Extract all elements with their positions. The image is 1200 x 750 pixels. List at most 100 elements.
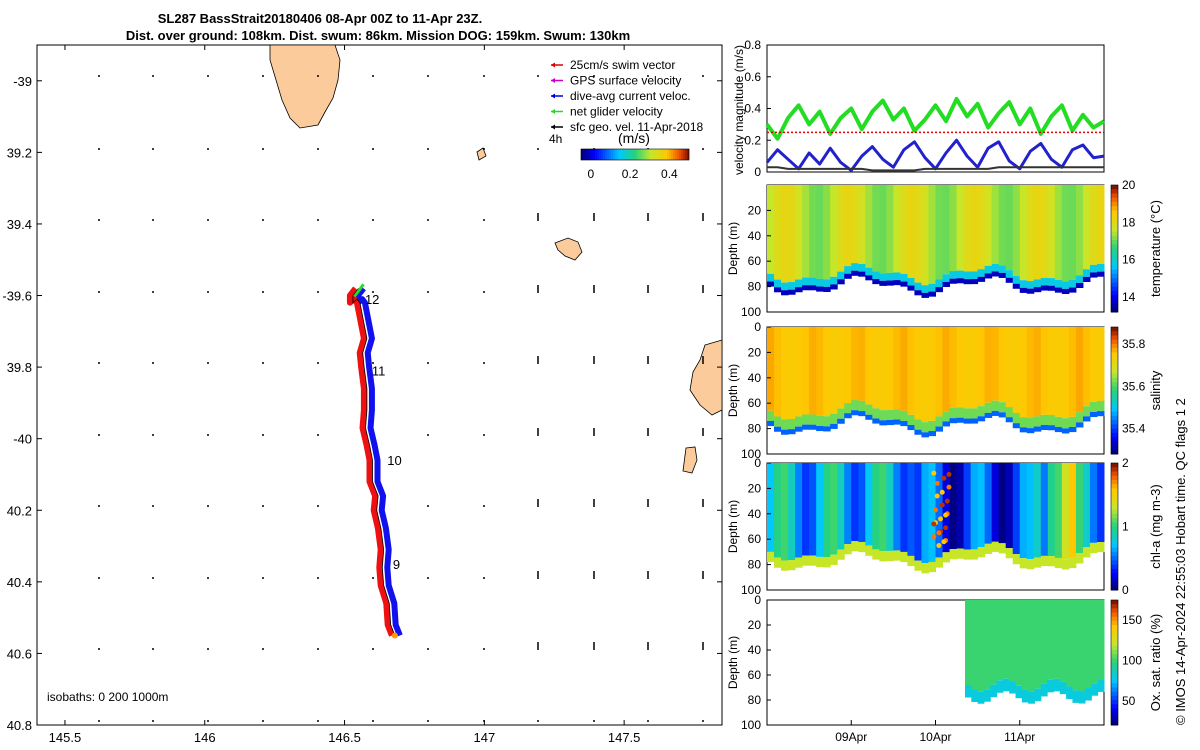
temperature-cell [1026, 288, 1035, 294]
colorbar-cell [647, 149, 650, 160]
colorbar-cell [653, 149, 656, 160]
salinity-cell [1068, 327, 1077, 417]
salinity-cell [767, 410, 775, 421]
salinity-cell [1040, 424, 1049, 431]
salinity-cell [809, 414, 817, 425]
colorbar-cell [1111, 543, 1118, 549]
chla-cell [893, 550, 901, 561]
colorbar-cell [641, 149, 644, 160]
velocity-y-tick-label: 0 [754, 165, 761, 179]
legend-label: sfc geo. vel. 11-Apr-2018 [570, 120, 704, 134]
salinity-cell [788, 327, 796, 419]
salinity-cell [1026, 417, 1035, 429]
oxygen-cell [1072, 600, 1080, 691]
oxygen-cell [1002, 600, 1010, 679]
chla-cell [872, 463, 880, 550]
depth-tick-label: 80 [748, 693, 762, 707]
colorbar-cell [1111, 231, 1118, 237]
temperature-cell [921, 285, 929, 293]
salinity-cell [935, 327, 944, 417]
temperature-cell [837, 279, 845, 285]
chla-cell [998, 543, 1007, 554]
oxygen-cell [990, 684, 998, 698]
colorbar-cell [1111, 637, 1118, 643]
temperature-cell [1082, 276, 1091, 282]
colorbar-cell [681, 149, 684, 160]
temperature-cell [942, 185, 951, 275]
colorbar-cell [1111, 488, 1118, 494]
colorbar-cell [1111, 441, 1118, 447]
chla-cell [1075, 463, 1084, 554]
colorbar-tick-label: 2 [1122, 456, 1129, 470]
oxygen-cell [983, 600, 991, 690]
y-tick-label: 40.2 [7, 503, 32, 518]
temperature-cell [935, 185, 944, 280]
depth-tick-label: 80 [748, 422, 762, 436]
colorbar-cell [1111, 235, 1118, 241]
temperature-cell [1019, 287, 1028, 293]
temperature-cell [788, 289, 796, 295]
salinity-cell [1089, 327, 1098, 402]
depth-tick-label: 0 [754, 593, 761, 607]
colorbar-cell [1111, 369, 1118, 375]
colorbar-cell [1111, 581, 1118, 587]
glider-track: 9 10 11 12 [346, 283, 403, 639]
small-island [682, 446, 698, 474]
colorbar-label: temperature (°C) [1148, 200, 1163, 297]
chla-cell [781, 463, 789, 561]
salinity-cell [858, 400, 866, 412]
temperature-cell [851, 270, 859, 276]
dive-avg-current-trace [354, 286, 403, 637]
chla-dot [946, 471, 952, 477]
chla-cell [970, 549, 979, 560]
chla-cell [795, 557, 803, 568]
temperature-cell [774, 287, 782, 293]
colorbar-cell [1111, 398, 1118, 404]
chla-dot [941, 475, 947, 481]
chla-cell [767, 551, 775, 563]
salinity-cell [823, 416, 831, 427]
oxygen-cell [1072, 690, 1080, 703]
temperature-cell [1012, 185, 1021, 277]
colorbar-cell [639, 149, 642, 160]
net-velocity-end [353, 283, 365, 298]
colorbar-cell [601, 149, 604, 160]
salinity-cell [774, 327, 782, 417]
colorbar-cell [1111, 360, 1118, 366]
chla-cell [1026, 463, 1035, 560]
temperature-cell [991, 271, 1000, 277]
salinity-cell [893, 419, 901, 425]
temperature-cell [949, 278, 958, 284]
salinity-cell [998, 412, 1007, 418]
colorbar-tick-label: 50 [1122, 694, 1136, 708]
colorbar-cell [1111, 185, 1118, 190]
temperature-cell [935, 287, 944, 293]
chla-cell [1054, 463, 1063, 558]
colorbar-cell [637, 149, 640, 160]
chla-cell [1005, 463, 1014, 549]
colorbar-cell [1111, 356, 1118, 362]
salinity-cell [977, 406, 986, 417]
colorbar-cell [1111, 695, 1118, 701]
salinity-cell [970, 327, 979, 409]
start-marker [391, 632, 398, 639]
temperature-cell [1012, 276, 1021, 284]
small-island [554, 237, 583, 261]
chla-cell [781, 560, 789, 571]
y-tick-label: 39.8 [7, 360, 32, 375]
colorbar-cell [1111, 577, 1118, 583]
chla-cell [802, 555, 810, 566]
temperature-cell [844, 185, 852, 267]
colorbar-tick-label: 35.4 [1122, 422, 1146, 436]
temperature-cell [781, 185, 789, 283]
chla-cell [1040, 463, 1049, 556]
salinity-cell [1019, 427, 1028, 433]
temperature-cell [928, 291, 936, 297]
chla-cell [865, 463, 873, 546]
chla-dot [933, 507, 938, 513]
temperature-cell [900, 273, 908, 282]
colorbar-cell [1111, 568, 1118, 574]
chla-cell [1061, 463, 1070, 560]
chla-cell [991, 463, 1000, 542]
colorbar-tick-label: 0 [587, 167, 594, 181]
